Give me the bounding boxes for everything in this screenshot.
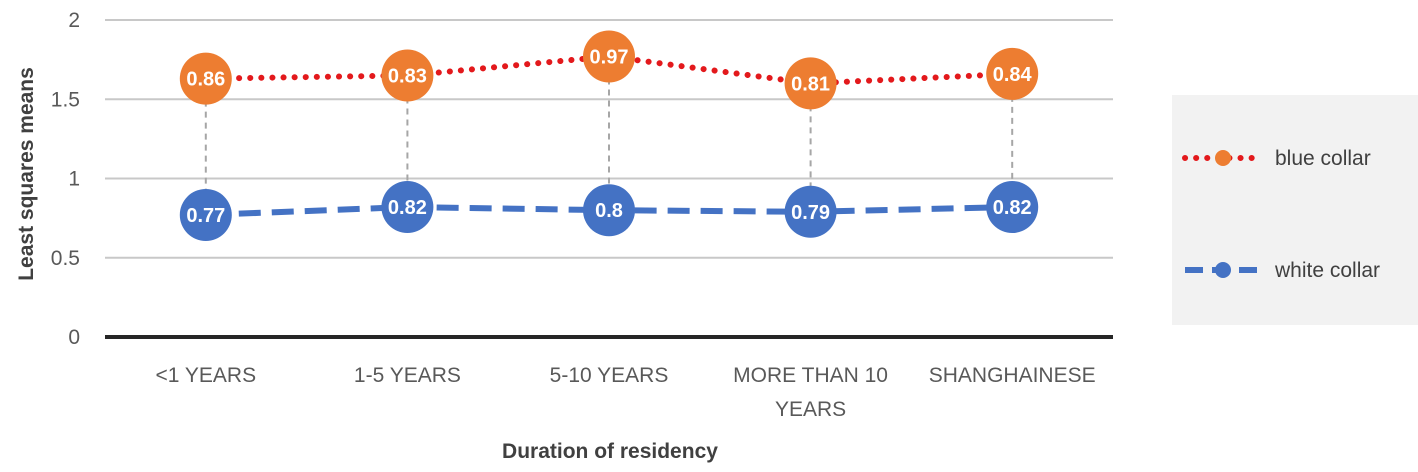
data-point-blue-collar bbox=[179, 52, 232, 105]
x-tick-label: SHANGHAINESE bbox=[929, 364, 1096, 387]
x-tick-label: <1 YEARS bbox=[156, 364, 257, 387]
data-label-blue-collar: 0.84 bbox=[993, 64, 1033, 86]
data-label-blue-collar: 0.86 bbox=[186, 69, 225, 91]
data-label-white-collar: 0.77 bbox=[186, 205, 225, 227]
legend-label-blue-collar: blue collar bbox=[1275, 147, 1371, 170]
data-label-white-collar: 0.79 bbox=[791, 202, 830, 224]
data-label-white-collar: 0.8 bbox=[595, 200, 623, 222]
legend-marker-blue-collar bbox=[1215, 150, 1231, 166]
x-axis-title: Duration of residency bbox=[502, 440, 718, 463]
y-tick-label: 1 bbox=[68, 168, 80, 191]
y-tick-label: 2 bbox=[68, 9, 80, 32]
data-point-blue-collar bbox=[583, 30, 635, 83]
legend-entry-white-collar: white collar bbox=[1185, 259, 1380, 282]
x-tick-label: YEARS bbox=[775, 398, 846, 421]
x-axis-categories: <1 YEARS 1-5 YEARS 5-10 YEARS MORE THAN 10 Y… bbox=[156, 364, 1096, 421]
x-tick-label: 1-5 YEARS bbox=[354, 364, 461, 387]
legend-entry-blue-collar: blue collar bbox=[1182, 147, 1371, 170]
x-tick-label: MORE THAN 10 bbox=[733, 364, 888, 387]
series-line-blue-collar bbox=[202, 53, 1016, 87]
legend-box bbox=[1172, 95, 1418, 325]
data-point-white-collar bbox=[583, 184, 635, 237]
data-point-white-collar bbox=[381, 181, 434, 234]
legend-label-white-collar: white collar bbox=[1274, 259, 1380, 282]
x-tick-label: 5-10 YEARS bbox=[550, 364, 669, 387]
data-point-blue-collar bbox=[381, 49, 434, 102]
data-point-white-collar bbox=[179, 188, 232, 241]
data-label-white-collar: 0.82 bbox=[388, 197, 427, 219]
y-axis-ticks: 0 0.5 1 1.5 2 bbox=[51, 9, 80, 349]
series-markers: 0.86 0.83 0.97 0.81 0.84 0.77 0.82 0.8 0.79 0.82 bbox=[179, 30, 1039, 241]
y-tick-label: 0.5 bbox=[51, 247, 80, 270]
data-label-white-collar: 0.82 bbox=[993, 197, 1032, 219]
data-label-blue-collar: 0.97 bbox=[590, 46, 629, 68]
y-axis-title: Least squares means bbox=[15, 67, 38, 281]
data-point-blue-collar bbox=[784, 57, 837, 110]
y-tick-label: 1.5 bbox=[51, 88, 80, 111]
data-label-blue-collar: 0.81 bbox=[791, 73, 830, 95]
data-point-white-collar bbox=[784, 185, 837, 238]
y-tick-label: 0 bbox=[68, 326, 80, 349]
data-label-blue-collar: 0.83 bbox=[388, 65, 427, 87]
data-point-blue-collar bbox=[986, 47, 1039, 100]
legend-marker-white-collar bbox=[1215, 262, 1231, 278]
data-point-white-collar bbox=[986, 181, 1039, 234]
